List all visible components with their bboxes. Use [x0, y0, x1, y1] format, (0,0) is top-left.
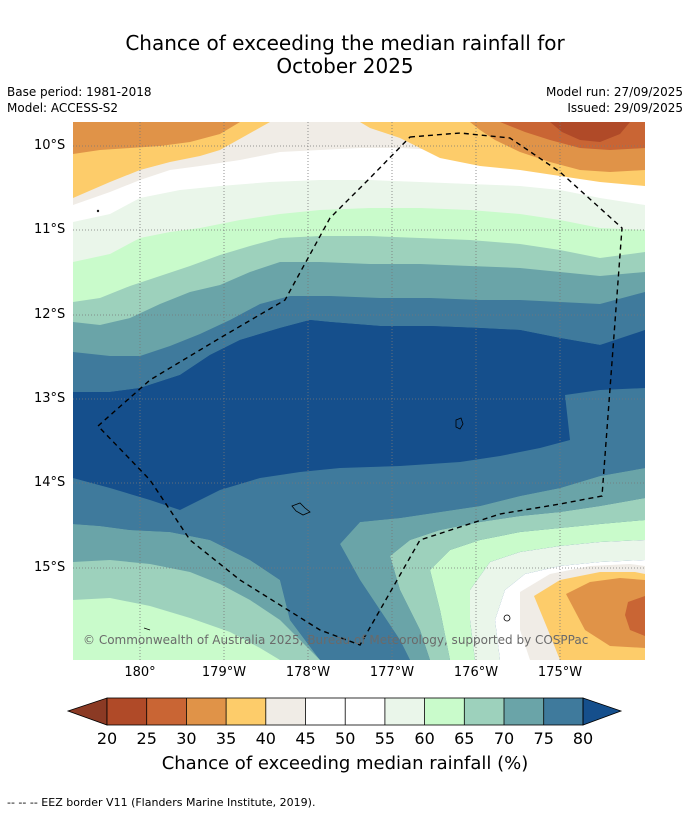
band-70-75-se	[340, 468, 645, 660]
colorbar-bin-25-30	[146, 698, 187, 725]
colorbar-extend-low	[66, 697, 108, 726]
colorbar-tick: 65	[454, 729, 475, 748]
lat-label: 11°S	[34, 222, 66, 237]
colorbar-bin-20-25	[107, 698, 147, 725]
colorbar-tick: 30	[176, 729, 197, 748]
lon-label: 179°W	[201, 665, 247, 680]
issued-date: Issued: 29/09/2025	[567, 101, 683, 115]
model-run-date: Model run: 27/09/2025	[545, 85, 683, 99]
colorbar-bin-30-35	[186, 698, 227, 725]
base-period: Base period: 1981-2018	[7, 85, 152, 99]
island-shape	[143, 627, 151, 631]
eez-footnote: -- -- -- EEZ border V11 (Flanders Marine…	[7, 796, 316, 809]
band-25-30-se	[625, 596, 645, 636]
colorbar-bin-55-60	[384, 698, 425, 725]
colorbar-tick: 70	[493, 729, 515, 748]
island-shape	[96, 209, 100, 213]
colorbar-bin-50-55	[345, 698, 385, 725]
lon-label: 176°W	[453, 665, 499, 680]
band-60-65-se	[430, 520, 645, 660]
title-line-2: October 2025	[276, 54, 414, 78]
colorbar-bin-60-65	[424, 698, 465, 725]
model-info: Base period: 1981-2018 Model: ACCESS-S2	[7, 84, 152, 116]
colorbar-tick: 20	[96, 729, 118, 748]
island-shape	[455, 417, 464, 430]
copyright-notice: © Commonwealth of Australia 2025, Bureau…	[83, 633, 589, 647]
band-75-80-south	[73, 388, 645, 660]
band-65-70-se	[390, 498, 645, 660]
lat-label: 15°S	[34, 560, 66, 575]
colorbar-tick: 60	[414, 729, 435, 748]
title-line-1: Chance of exceeding the median rainfall …	[125, 31, 565, 55]
colorbar-bin-40-45	[265, 698, 306, 725]
band-60-65-south	[73, 598, 280, 660]
colorbar-tick: 45	[295, 729, 316, 748]
colorbar-tick: 80	[572, 729, 594, 748]
lon-label: 177°W	[369, 665, 415, 680]
lon-label: 175°W	[537, 665, 583, 680]
colorbar-tick: 50	[335, 729, 356, 748]
chart-title: Chance of exceeding the median rainfall …	[0, 32, 690, 78]
lat-label: 12°S	[34, 307, 66, 322]
lon-label: 180°	[124, 665, 156, 680]
colorbar-bin-65-70	[464, 698, 504, 725]
band-55-60-se	[470, 540, 645, 660]
colorbar-bin-35-40	[226, 698, 266, 725]
eez-border	[96, 132, 623, 646]
band-above-80-core	[73, 320, 645, 510]
model-name: Model: ACCESS-S2	[7, 101, 119, 115]
lon-label: 178°W	[285, 665, 331, 680]
colorbar-tick: 25	[136, 729, 157, 748]
colorbar-label: Chance of exceeding median rainfall (%)	[161, 753, 529, 774]
island-shape	[291, 502, 311, 516]
colorbar-extend-high	[582, 697, 623, 726]
run-info: Model run: 27/09/2025 Issued: 29/09/2025	[546, 84, 683, 116]
colorbar-tick: 35	[215, 729, 237, 748]
band-30-35	[73, 122, 240, 154]
colorbar-bin-70-75	[504, 698, 544, 725]
colorbar-tick: 75	[533, 729, 554, 748]
lat-label: 13°S	[34, 391, 66, 406]
lat-label: 14°S	[34, 475, 66, 490]
colorbar-bin-45-50	[305, 698, 346, 725]
lat-label: 10°S	[34, 138, 66, 153]
colorbar-dividers	[106, 697, 584, 726]
colorbar-bin-75-80	[543, 698, 583, 725]
band-20-25-ne	[550, 122, 630, 142]
islands	[96, 209, 511, 631]
graticule	[73, 122, 645, 660]
colorbar	[66, 697, 623, 726]
colorbar-tick: 40	[255, 729, 276, 748]
band-30-35-se	[566, 578, 645, 648]
island-shape	[503, 614, 511, 622]
colorbar-tick: 55	[374, 729, 396, 748]
contour-fields	[73, 122, 645, 660]
